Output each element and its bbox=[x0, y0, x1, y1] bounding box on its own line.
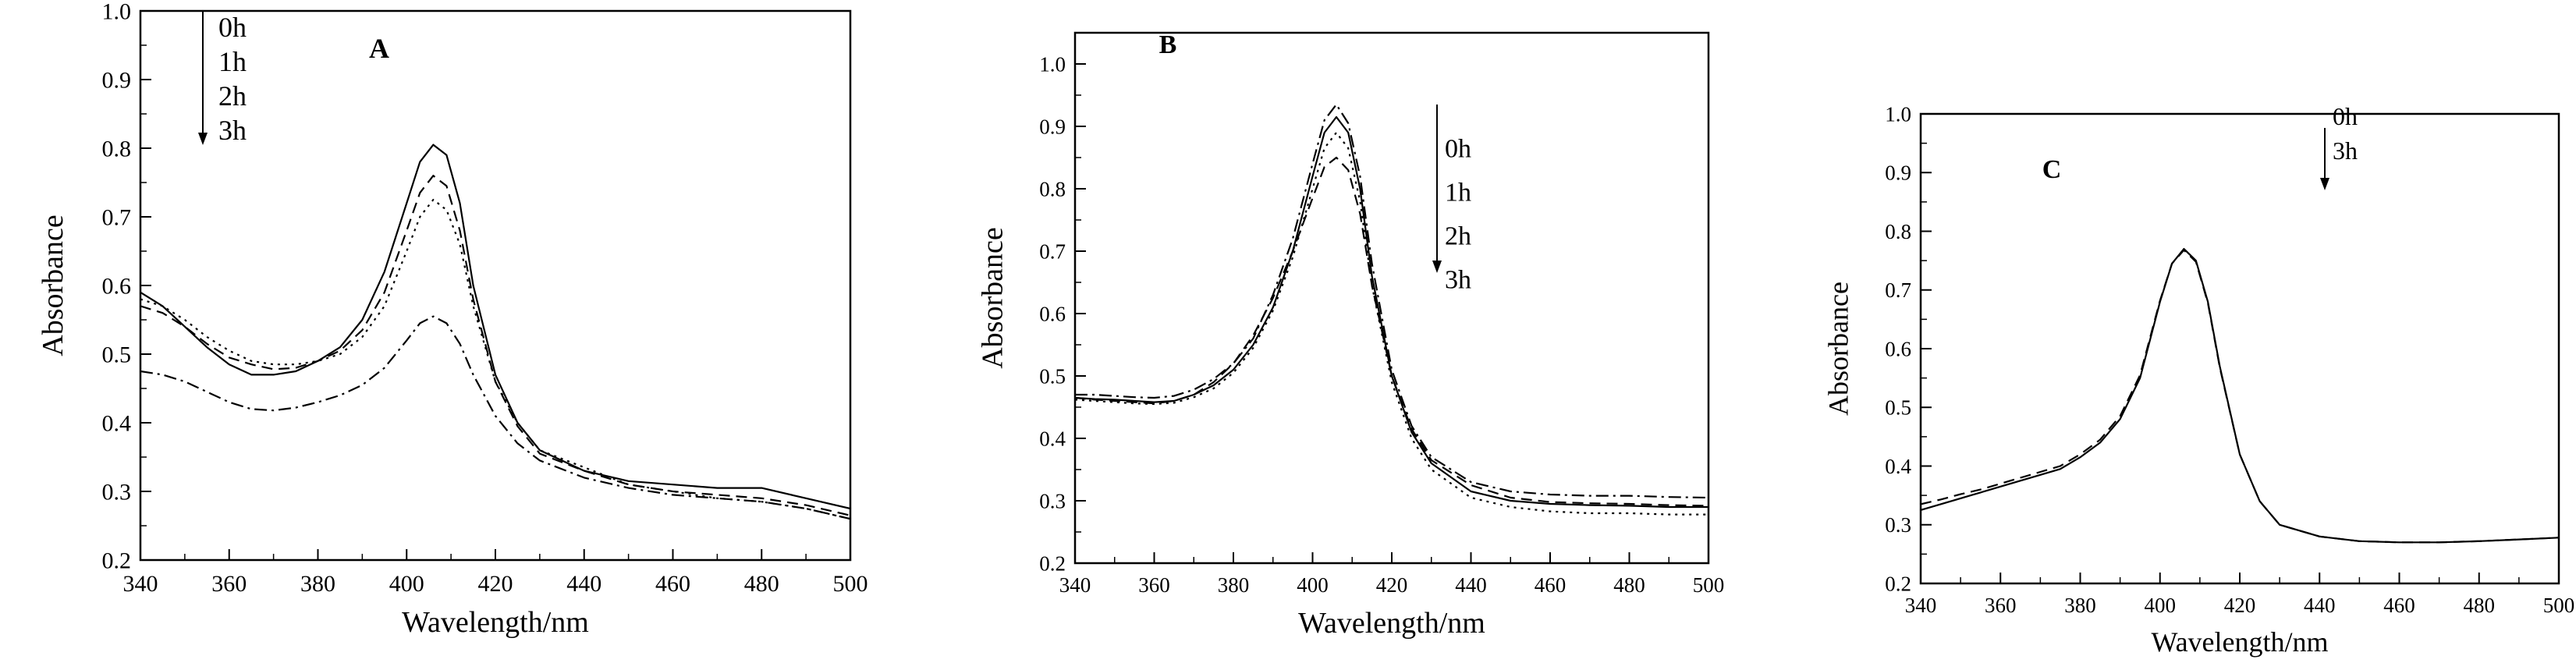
legend-entry: 2h bbox=[1445, 222, 1471, 251]
series-line-2h bbox=[1075, 131, 1708, 516]
y-tick-label: 0.2 bbox=[102, 548, 132, 574]
legend-arrow-head bbox=[1432, 261, 1442, 273]
y-tick-label: 0.9 bbox=[1885, 161, 1911, 185]
legend-entry: 2h bbox=[218, 80, 247, 112]
series-line-0h bbox=[1921, 248, 2559, 544]
y-tick-label: 0.4 bbox=[102, 411, 132, 437]
series-line-0h bbox=[140, 144, 850, 510]
y-axis-title: Absorbance bbox=[977, 227, 1009, 368]
panel-c-chart: 340 360 380 400 420 440 460 480 500 0.2 0.3 0.4 0.5 0… bbox=[1823, 102, 2575, 658]
panel-b-chart: 340 360 380 400 420 440 460 480 500 0.2 0.3 0.4 0.5 0… bbox=[977, 30, 1725, 640]
x-tick-label: 400 bbox=[1297, 573, 1329, 597]
y-tick-label: 0.9 bbox=[1039, 115, 1066, 138]
x-tick-label: 460 bbox=[655, 571, 690, 597]
x-tick-label: 480 bbox=[1613, 573, 1645, 597]
y-tick-label: 0.3 bbox=[102, 480, 132, 505]
series-line-1h bbox=[1075, 103, 1708, 499]
x-tick-label: 400 bbox=[389, 571, 424, 597]
plot-frame bbox=[139, 9, 852, 562]
y-tick-label: 1.0 bbox=[102, 0, 132, 25]
x-tick-label: 420 bbox=[478, 571, 513, 597]
x-tick-label: 420 bbox=[2224, 594, 2256, 617]
legend-entry: 3h bbox=[2333, 136, 2358, 165]
plot-frame bbox=[1919, 112, 2560, 585]
x-tick-label: 400 bbox=[2145, 594, 2177, 617]
legend-entry: 1h bbox=[218, 46, 247, 77]
series-line-3h bbox=[1921, 249, 2559, 544]
x-tick-label: 360 bbox=[1985, 594, 2017, 617]
panel-letter: B bbox=[1159, 30, 1177, 59]
legend-entry: 3h bbox=[218, 115, 247, 146]
y-tick-label: 0.7 bbox=[102, 205, 132, 231]
y-axis-title: Absorbance bbox=[1823, 282, 1854, 416]
y-tick-label: 0.2 bbox=[1885, 572, 1911, 595]
y-tick-label: 0.5 bbox=[1039, 364, 1066, 388]
x-tick-label: 480 bbox=[2464, 594, 2496, 617]
y-tick-label: 0.5 bbox=[1885, 396, 1911, 420]
y-tick-label: 0.4 bbox=[1885, 455, 1911, 478]
y-tick-label: 0.6 bbox=[1885, 337, 1911, 360]
series-line-3h bbox=[1075, 156, 1708, 507]
x-tick-label: 380 bbox=[2064, 594, 2096, 617]
x-tick-label: 420 bbox=[1376, 573, 1408, 597]
y-tick-label: 0.6 bbox=[102, 274, 132, 300]
x-axis-title: Wavelength/nm bbox=[402, 606, 589, 639]
y-tick-label: 0.4 bbox=[1039, 427, 1066, 450]
y-tick-label: 0.8 bbox=[1039, 177, 1066, 200]
legend-entry: 3h bbox=[1445, 266, 1471, 295]
legend-entry: 1h bbox=[1445, 179, 1471, 207]
y-tick-label: 0.6 bbox=[1039, 302, 1066, 325]
x-tick-label: 380 bbox=[300, 571, 335, 597]
x-tick-label: 500 bbox=[2543, 594, 2575, 617]
panel-a-chart: 340 360 380 400 420 440 460 480 500 0.2 0.3 0.4 0.5 0… bbox=[37, 0, 868, 639]
legend-entry: 0h bbox=[2333, 102, 2358, 130]
x-tick-label: 360 bbox=[1138, 573, 1170, 597]
plot-frame bbox=[1073, 31, 1710, 565]
x-tick-label: 340 bbox=[1059, 573, 1091, 597]
x-tick-label: 440 bbox=[2304, 594, 2336, 617]
x-tick-label: 340 bbox=[123, 571, 158, 597]
x-tick-label: 500 bbox=[1693, 573, 1725, 597]
x-axis-title: Wavelength/nm bbox=[2151, 626, 2328, 658]
legend-entry: 0h bbox=[218, 12, 247, 43]
legend-entry: 0h bbox=[1445, 135, 1471, 164]
y-tick-label: 0.3 bbox=[1039, 489, 1066, 512]
y-tick-label: 0.7 bbox=[1039, 239, 1066, 263]
legend-arrow-head bbox=[198, 133, 208, 145]
y-tick-label: 0.3 bbox=[1885, 513, 1911, 537]
x-tick-label: 500 bbox=[833, 571, 868, 597]
legend-arrow-head bbox=[2320, 178, 2329, 190]
panel-letter: A bbox=[369, 33, 389, 64]
series-line-0h bbox=[1075, 115, 1708, 509]
series-line-1h bbox=[140, 175, 850, 516]
x-tick-label: 340 bbox=[1905, 594, 1937, 617]
y-tick-label: 0.2 bbox=[1039, 551, 1066, 575]
x-tick-label: 480 bbox=[744, 571, 779, 597]
x-tick-label: 360 bbox=[211, 571, 247, 597]
y-tick-label: 1.0 bbox=[1885, 102, 1911, 126]
panel-letter: C bbox=[2042, 155, 2062, 184]
series-line-2h bbox=[140, 198, 850, 520]
x-tick-label: 460 bbox=[2383, 594, 2415, 617]
y-tick-label: 0.9 bbox=[102, 68, 132, 94]
x-tick-label: 380 bbox=[1218, 573, 1250, 597]
y-axis-title: Absorbance bbox=[37, 214, 69, 356]
x-tick-label: 460 bbox=[1535, 573, 1567, 597]
series-line-3h bbox=[140, 315, 850, 520]
x-tick-label: 440 bbox=[1455, 573, 1487, 597]
y-tick-label: 0.5 bbox=[102, 342, 132, 368]
x-tick-label: 440 bbox=[566, 571, 601, 597]
y-tick-label: 1.0 bbox=[1039, 52, 1066, 76]
y-tick-label: 0.7 bbox=[1885, 278, 1911, 302]
x-axis-title: Wavelength/nm bbox=[1298, 607, 1485, 640]
y-tick-label: 0.8 bbox=[1885, 220, 1911, 243]
y-tick-label: 0.8 bbox=[102, 136, 132, 162]
